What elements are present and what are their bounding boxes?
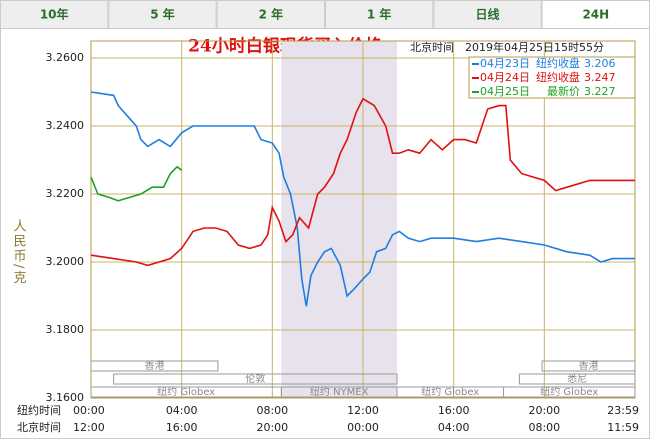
- tab-label[interactable]: 10年: [40, 7, 69, 22]
- x-tick-label: 23:59: [607, 404, 639, 417]
- chart-subtitle: 北京时间 2019年04月25日15时55分: [410, 40, 604, 54]
- y-axis-label: 人民币/克: [11, 219, 27, 285]
- x-tick-label: 20:00: [528, 404, 560, 417]
- session-bar: [518, 373, 636, 385]
- series-line: [90, 97, 635, 267]
- legend-last: 3.247: [584, 71, 616, 84]
- x-tick-label: 12:00: [347, 404, 379, 417]
- session-label: 香港: [144, 360, 164, 372]
- legend-note: 纽约收盘: [536, 56, 580, 70]
- series-line: [90, 91, 635, 307]
- y-tick-label: 3.1800: [46, 323, 85, 336]
- session-label: 纽约 Globex: [421, 385, 479, 398]
- tab[interactable]: [433, 0, 542, 29]
- tab-label[interactable]: 1 年: [367, 7, 392, 22]
- series-line: [90, 165, 183, 202]
- y-tick-label: 3.2400: [46, 119, 85, 132]
- y-tick-label: 3.2600: [46, 51, 85, 64]
- x2-tick-label: 16:00: [166, 421, 198, 434]
- x-tick-label: 16:00: [438, 404, 470, 417]
- tab-label[interactable]: 2 年: [259, 7, 284, 22]
- x2-tick-label: 20:00: [256, 421, 288, 434]
- plot-frame: [90, 40, 636, 399]
- y-tick-label: 3.2000: [46, 255, 85, 268]
- tab-label[interactable]: 5 年: [150, 7, 175, 22]
- tab[interactable]: [108, 0, 217, 29]
- tab-label[interactable]: 日线: [475, 7, 499, 22]
- session-label: 伦敦: [245, 372, 265, 385]
- tab[interactable]: [325, 0, 434, 29]
- session-bar: [541, 360, 636, 372]
- tab-label[interactable]: 24H: [582, 8, 609, 22]
- legend-note: 纽约收盘: [536, 70, 580, 84]
- session-bar: [90, 360, 219, 372]
- tab[interactable]: [0, 0, 109, 29]
- x-row-label: 北京时间: [17, 420, 61, 434]
- session-bar: [113, 373, 398, 385]
- tab[interactable]: [541, 0, 650, 29]
- session-bar: [503, 386, 636, 398]
- x-row-label: 纽约时间: [17, 403, 61, 417]
- legend-name: 04月23日: [480, 57, 530, 70]
- legend-last: 3.206: [584, 57, 616, 70]
- session-label: 香港: [579, 360, 599, 372]
- legend-name: 04月25日: [480, 85, 530, 98]
- x2-tick-label: 08:00: [528, 421, 560, 434]
- session-label: 纽约 NYMEX: [310, 385, 369, 398]
- x-tick-label: 04:00: [166, 404, 198, 417]
- session-label: 纽约 Globex: [540, 385, 598, 398]
- session-label: 悉尼: [567, 373, 587, 385]
- legend-note: 最新价: [547, 84, 580, 98]
- x2-tick-label: 00:00: [347, 421, 379, 434]
- legend-box: [468, 56, 636, 99]
- x2-tick-label: 12:00: [73, 421, 105, 434]
- x-tick-label: 00:00: [73, 404, 105, 417]
- y-tick-label: 3.2200: [46, 187, 85, 200]
- legend-last: 3.227: [584, 85, 616, 98]
- x2-tick-label: 04:00: [438, 421, 470, 434]
- session-label: 纽约 Globex: [157, 385, 215, 398]
- x-tick-label: 08:00: [256, 404, 288, 417]
- tab[interactable]: [216, 0, 326, 29]
- legend-name: 04月24日: [480, 71, 530, 84]
- x2-tick-label: 11:59: [607, 421, 639, 434]
- y-tick-label: 3.1600: [46, 391, 85, 404]
